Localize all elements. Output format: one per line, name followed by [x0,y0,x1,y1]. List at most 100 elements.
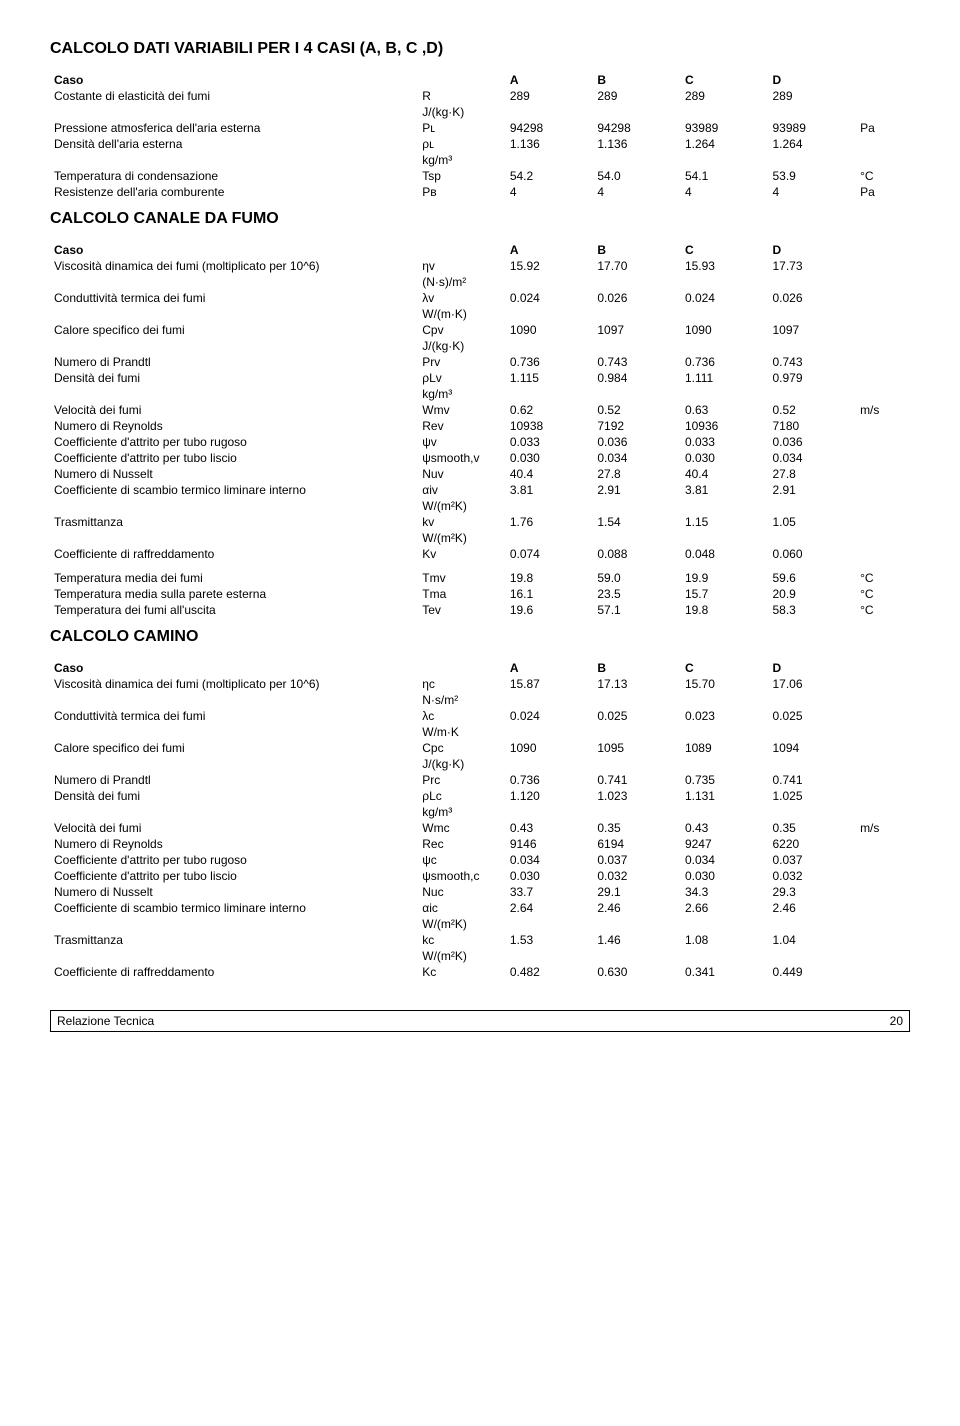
cell [856,884,910,900]
cell [856,932,910,948]
cell: 1.111 [681,370,769,386]
cell: Kv [418,546,506,562]
cell: ψc [418,852,506,868]
cell [856,676,910,692]
cell: 0.743 [769,354,857,370]
cell: Conduttività termica dei fumi [50,290,418,306]
unit-sub: kg/m³ [418,386,506,402]
cell [856,836,910,852]
cell: Viscosità dinamica dei fumi (moltiplicat… [50,676,418,692]
cell [856,514,910,530]
cell: 0.036 [593,434,681,450]
cell: Temperatura di condensazione [50,168,418,184]
cell: Temperatura media dei fumi [50,570,418,586]
unit-sub: W/(m²K) [418,530,506,546]
cell: 0.482 [506,964,594,980]
cell: 0.033 [681,434,769,450]
cell: Temperatura media sulla parete esterna [50,586,418,602]
cell [856,290,910,306]
cell: 23.5 [593,586,681,602]
cell: 0.630 [593,964,681,980]
cell [856,322,910,338]
cell: 0.025 [769,708,857,724]
col-d: D [769,242,857,258]
cell: λc [418,708,506,724]
cell: 15.70 [681,676,769,692]
col-d: D [769,72,857,88]
cell: 10936 [681,418,769,434]
cell: 15.7 [681,586,769,602]
cell: 0.736 [681,354,769,370]
cell: Pressione atmosferica dell'aria esterna [50,120,418,136]
cell: Kc [418,964,506,980]
section2-title: CALCOLO CANALE DA FUMO [50,210,910,228]
cell: Prc [418,772,506,788]
unit-sub: J/(kg·K) [418,756,506,772]
cell: 0.984 [593,370,681,386]
cell: 17.06 [769,676,857,692]
cell [856,434,910,450]
cell: 0.026 [769,290,857,306]
cell: 9247 [681,836,769,852]
cell: 59.6 [769,570,857,586]
cell: 1.08 [681,932,769,948]
cell [856,136,910,152]
cell: 0.43 [681,820,769,836]
section1-table: CasoABCDCostante di elasticità dei fumiR… [50,72,910,200]
cell: 0.037 [593,852,681,868]
cell: ψv [418,434,506,450]
cell: Tsp [418,168,506,184]
cell: 15.92 [506,258,594,274]
footer: Relazione Tecnica 20 [50,1010,910,1032]
cell: Coefficiente d'attrito per tubo liscio [50,868,418,884]
cell: ηc [418,676,506,692]
cell: 2.91 [769,482,857,498]
cell: 0.025 [593,708,681,724]
cell: Coefficiente di scambio termico liminare… [50,482,418,498]
cell: 54.2 [506,168,594,184]
unit-sub: kg/m³ [418,152,506,168]
cell: 1.115 [506,370,594,386]
cell: Pʙ [418,184,506,200]
cell: αiv [418,482,506,498]
cell: 1.131 [681,788,769,804]
cell: Tma [418,586,506,602]
cell: m/s [856,820,910,836]
cell: Temperatura dei fumi all'uscita [50,602,418,618]
cell: 10938 [506,418,594,434]
cell: 0.736 [506,354,594,370]
cell: 0.741 [769,772,857,788]
col-a: A [506,242,594,258]
col-unit [856,242,910,258]
cell: 1.15 [681,514,769,530]
cell: 2.46 [593,900,681,916]
cell: 16.1 [506,586,594,602]
cell: 0.449 [769,964,857,980]
cell: Calore specifico dei fumi [50,322,418,338]
col-a: A [506,72,594,88]
section3-table: CasoABCDViscosità dinamica dei fumi (mol… [50,660,910,980]
cell: 1.136 [506,136,594,152]
cell: ρLv [418,370,506,386]
cell: °C [856,570,910,586]
cell: R [418,88,506,104]
cell: °C [856,586,910,602]
cell: Densità dell'aria esterna [50,136,418,152]
cell: 0.030 [506,868,594,884]
cell: 19.8 [506,570,594,586]
cell: Nuv [418,466,506,482]
unit-sub: kg/m³ [418,804,506,820]
cell [856,88,910,104]
cell: ηv [418,258,506,274]
cell: 0.034 [593,450,681,466]
cell: 1.264 [681,136,769,152]
cell: 1.136 [593,136,681,152]
cell: Pa [856,120,910,136]
footer-left: Relazione Tecnica [57,1014,154,1028]
col-d: D [769,660,857,676]
col-label: Caso [50,242,418,258]
cell: 0.048 [681,546,769,562]
cell [856,354,910,370]
col-b: B [593,660,681,676]
cell: Nuc [418,884,506,900]
